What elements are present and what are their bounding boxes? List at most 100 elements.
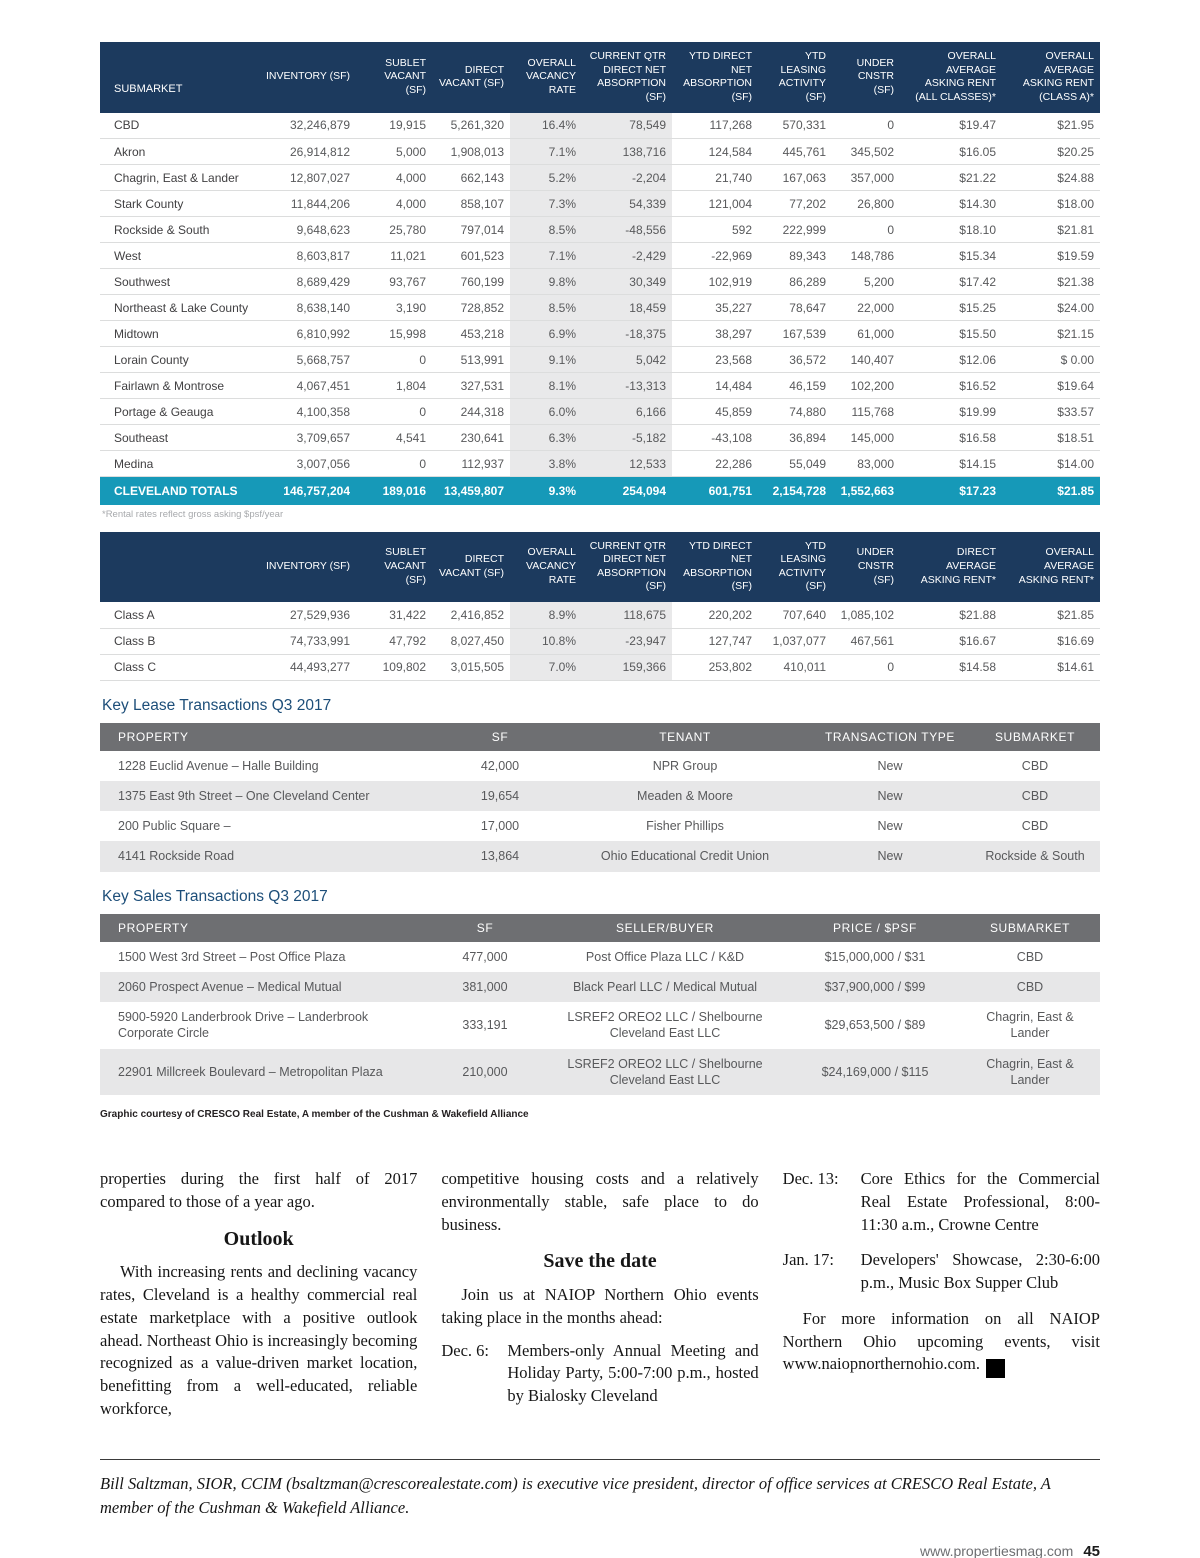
cell-direct-vacant: 858,107 [432, 190, 510, 218]
totals-vacancy-rate: 9.3% [510, 476, 582, 505]
cell-sf: 17,000 [480, 819, 520, 834]
cell-ytd-leasing: 55,049 [758, 450, 832, 478]
cell-direct-vacant: 760,199 [432, 268, 510, 296]
event-date-label: Dec. 13: [782, 1169, 839, 1189]
class-header-under-cnstr: UNDER CNSTR (SF) [832, 531, 900, 603]
cell-sublet-vacant: 15,998 [356, 320, 432, 348]
cell-ytd-leasing: 89,343 [758, 242, 832, 270]
lease-table-body: 1228 Euclid Avenue – Halle Building 42,0… [100, 751, 1100, 872]
cell-direct-vacant: 662,143 [432, 164, 510, 192]
cell-current-qtr-absorption: -23,947 [582, 628, 672, 655]
cell-submarket: CBD [1021, 819, 1049, 834]
class-table-body: Class A 27,529,936 31,422 2,416,852 8.9%… [100, 602, 1100, 681]
cell-inventory: 32,246,879 [260, 112, 356, 140]
cell-avg-rent-class-a: $20.25 [1002, 138, 1100, 166]
cell-avg-rent-all-classes: $19.47 [900, 112, 1002, 140]
cell-avg-rent-all-classes: $16.05 [900, 138, 1002, 166]
header-ytd-absorption: YTD DIRECT NET ABSORPTION (SF) [672, 42, 758, 113]
cell-ytd-absorption: 220,202 [672, 602, 758, 629]
cell-submarket: Lorain County [100, 346, 260, 374]
sales-section-title: Key Sales Transactions Q3 2017 [102, 887, 328, 905]
cell-inventory: 4,100,358 [260, 398, 356, 426]
cell-sf: 381,000 [430, 971, 540, 1003]
cell-ytd-absorption: 38,297 [672, 320, 758, 348]
cell-tenant: NPR Group [652, 758, 718, 773]
event-description: Members-only Annual Meeting and Holiday … [507, 1340, 759, 1406]
cell-sf: 19,654 [440, 780, 560, 812]
cell-vacancy-rate: 7.1% [510, 138, 582, 166]
cell-vacancy-rate: 3.8% [510, 450, 582, 478]
submarket-row: Rockside & South 9,648,623 25,780 797,01… [100, 216, 1100, 244]
cell-avg-rent-class-a: $14.00 [1002, 450, 1100, 478]
cell-vacancy-rate: 7.0% [510, 654, 582, 681]
totals-direct-vacant: 13,459,807 [432, 476, 510, 505]
totals-inventory: 146,757,204 [260, 476, 356, 505]
cell-ytd-leasing: 167,063 [758, 164, 832, 192]
page-footer: www.propertiesmag.com 45 [100, 1543, 1100, 1558]
properties-end-mark-logo: P [986, 1359, 1015, 1379]
cell-ytd-absorption: -22,969 [672, 242, 758, 270]
header-avg-rent-all-classes: OVERALL AVERAGE ASKING RENT (ALL CLASSES… [900, 42, 1002, 113]
cell-direct-vacant: 244,318 [432, 398, 510, 426]
cell-submarket: West [100, 242, 260, 270]
cell-avg-rent-class-a: $21.95 [1002, 112, 1100, 140]
cell-seller-buyer: Post Office Plaza LLC / K&D [585, 949, 745, 964]
cell-under-cnstr: 140,407 [832, 346, 900, 374]
cell-avg-rent-all-classes: $14.15 [900, 450, 1002, 478]
cell-submarket: Stark County [100, 190, 260, 218]
outlook-heading: Outlook [223, 1227, 294, 1250]
cell-current-qtr-absorption: 118,675 [582, 602, 672, 629]
cell-property: 1228 Euclid Avenue – Halle Building [118, 758, 319, 773]
lease-row: 1228 Euclid Avenue – Halle Building 42,0… [100, 751, 1100, 781]
submarket-table-body: CBD 32,246,879 19,915 5,261,320 16.4% 78… [100, 112, 1100, 478]
cell-avg-rent-all-classes: $14.30 [900, 190, 1002, 218]
cell-current-qtr-absorption: -48,556 [582, 216, 672, 244]
cell-sublet-vacant: 93,767 [356, 268, 432, 296]
cell-avg-rent-all-classes: $17.42 [900, 268, 1002, 296]
cell-tenant: Ohio Educational Credit Union [560, 841, 810, 872]
cell-inventory: 12,807,027 [260, 164, 356, 192]
lease-table-header-row: PROPERTY SF TENANT TRANSACTION TYPE SUBM… [100, 722, 1100, 751]
header-ytd-leasing: YTD LEASING ACTIVITY (SF) [758, 42, 832, 113]
submarket-row: Chagrin, East & Lander 12,807,027 4,000 … [100, 164, 1100, 192]
cell-class-name: Class A [100, 602, 260, 629]
cell-ytd-absorption: 127,747 [672, 628, 758, 655]
cell-overall-avg-rent: $14.61 [1002, 654, 1100, 681]
cell-direct-vacant: 728,852 [432, 294, 510, 322]
page-number: 45 [1083, 1543, 1100, 1558]
submarket-table-header-row: SUBMARKET INVENTORY (SF) SUBLET VACANT (… [100, 42, 1100, 113]
lease-table: PROPERTY SF TENANT TRANSACTION TYPE SUBM… [100, 722, 1100, 872]
event-dec-6: Dec. 6: Members-only Annual Meeting and … [441, 1340, 758, 1408]
cell-price-psf: $37,900,000 / $99 [790, 971, 960, 1003]
cell-inventory: 11,844,206 [260, 190, 356, 218]
lease-row: 4141 Rockside Road 13,864 Ohio Education… [100, 841, 1100, 872]
more-info-text: For more information on all NAIOP Northe… [782, 1308, 1100, 1374]
submarket-row: Portage & Geauga 4,100,358 0 244,318 6.0… [100, 398, 1100, 426]
cell-current-qtr-absorption: 12,533 [582, 450, 672, 478]
cell-avg-rent-class-a: $21.38 [1002, 268, 1100, 296]
totals-under-cnstr: 1,552,663 [832, 476, 900, 505]
submarket-row: Northeast & Lake County 8,638,140 3,190 … [100, 294, 1100, 322]
cell-inventory: 8,689,429 [260, 268, 356, 296]
article-column-2: competitive housing costs and a relative… [441, 1168, 758, 1430]
cell-under-cnstr: 0 [832, 654, 900, 681]
class-header-overall-avg-rent: OVERALL AVERAGE ASKING RENT* [1002, 531, 1100, 603]
cell-submarket: Northeast & Lake County [100, 294, 260, 322]
cell-seller-buyer: LSREF2 OREO2 LLC / Shelbourne Cleveland … [540, 1048, 790, 1096]
cell-current-qtr-absorption: 138,716 [582, 138, 672, 166]
cell-submarket: Southwest [100, 268, 260, 296]
cell-submarket: CBD [1016, 949, 1044, 964]
cell-under-cnstr: 83,000 [832, 450, 900, 478]
article-paragraph: properties during the first half of 2017… [100, 1169, 418, 1211]
cell-under-cnstr: 357,000 [832, 164, 900, 192]
cell-inventory: 4,067,451 [260, 372, 356, 400]
event-description: Developers' Showcase, 2:30-6:00 p.m., Mu… [860, 1250, 1100, 1293]
sales-table: PROPERTY SF SELLER/BUYER PRICE / $PSF SU… [100, 913, 1100, 1096]
cell-submarket: Portage & Geauga [100, 398, 260, 426]
cell-direct-vacant: 327,531 [432, 372, 510, 400]
cell-tenant: Fisher Phillips [646, 819, 724, 834]
event-dec-13: Dec. 13: Core Ethics for the Commercial … [783, 1168, 1100, 1236]
cell-submarket: Fairlawn & Montrose [100, 372, 260, 400]
cell-inventory: 6,810,992 [260, 320, 356, 348]
